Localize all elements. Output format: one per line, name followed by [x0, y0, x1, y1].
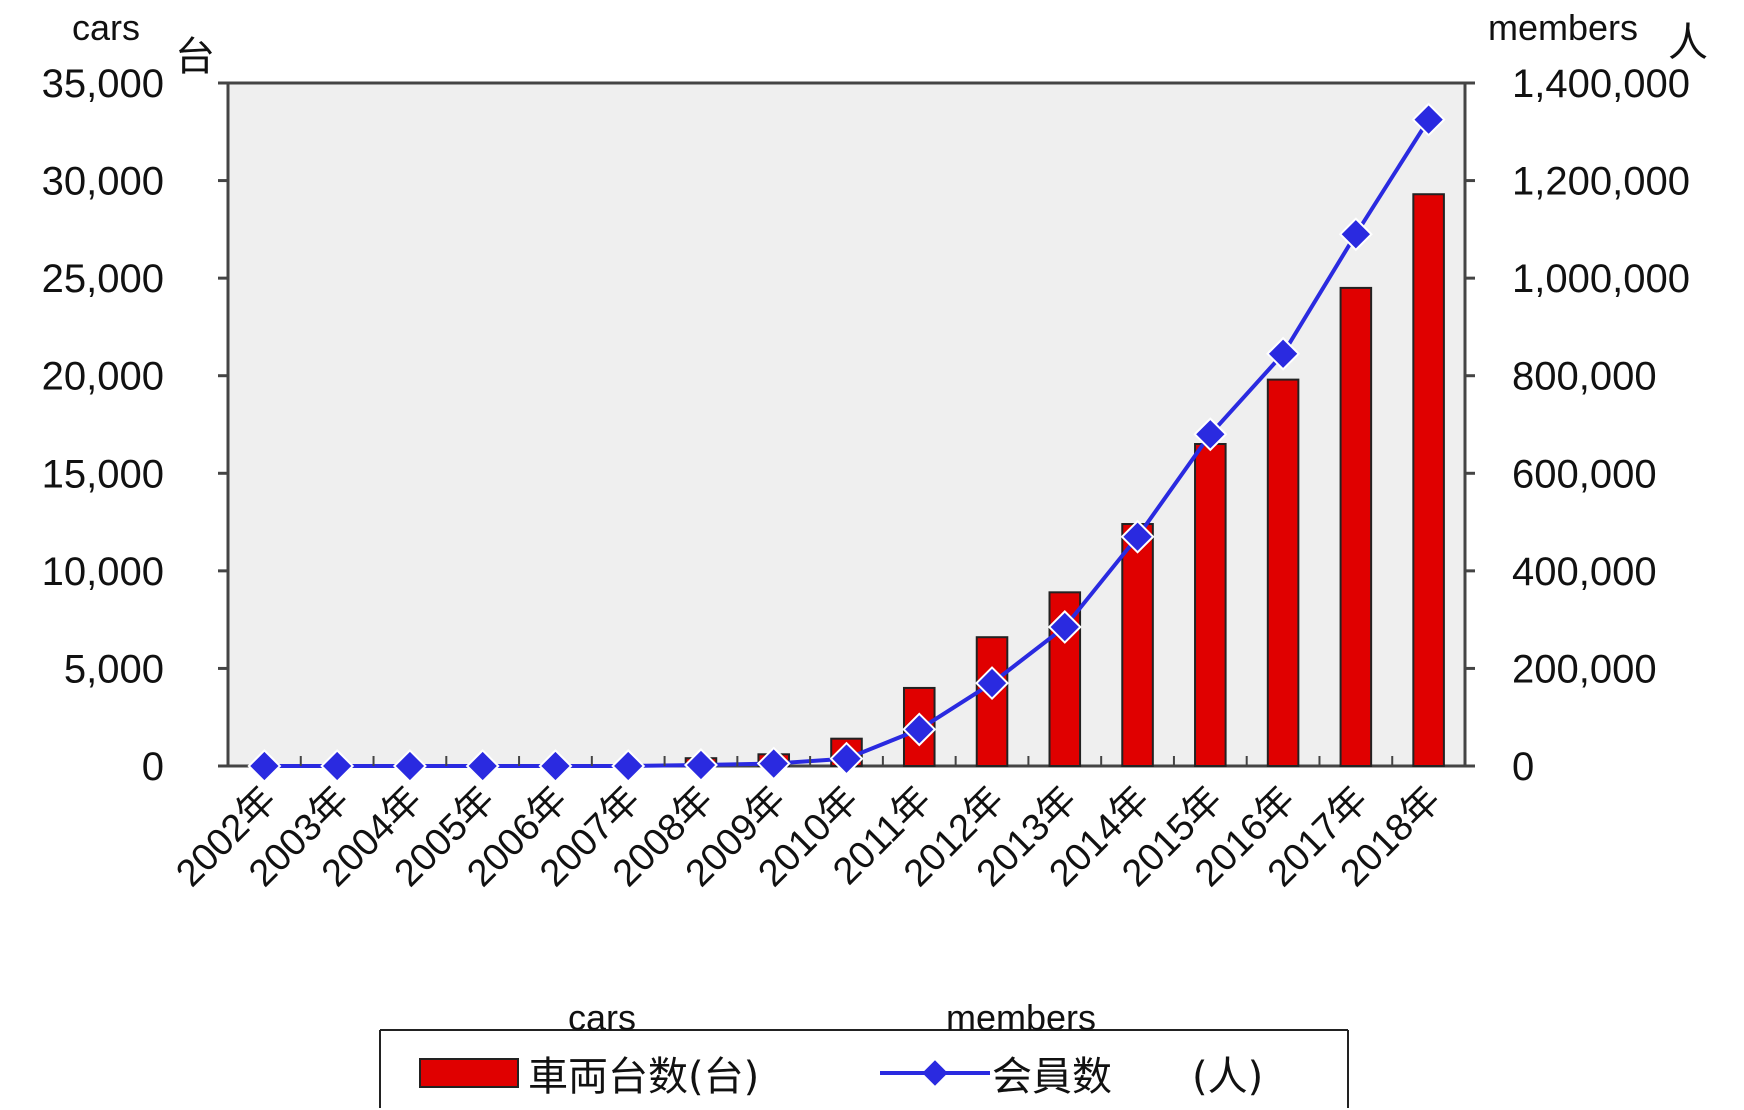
members-point-2014年: [1120, 519, 1155, 554]
right-tick-label: 0: [1512, 745, 1534, 789]
members-point-2013年: [1047, 609, 1082, 644]
left-tick-label: 35,000: [42, 62, 164, 106]
left-tick-label: 10,000: [42, 550, 164, 594]
right-axis-unit: 人: [1668, 20, 1708, 66]
left-axis-annotation: cars: [72, 7, 140, 48]
left-axis-ticks: 0 5,000 10,000 15,000 20,000 25,000 30,000 35,0…: [42, 62, 228, 789]
members-point-2011年: [902, 712, 937, 747]
legend-line-marker: [922, 1060, 948, 1086]
members-point-2010年: [829, 741, 864, 776]
legend-line-annotation: members: [946, 997, 1096, 1038]
left-tick-label: 20,000: [42, 355, 164, 399]
left-tick-label: 5,000: [64, 647, 164, 691]
legend: cars members 車両台数(台) 会員数 (人): [379, 997, 1349, 1108]
members-point-2005年: [465, 749, 500, 783]
legend-bar-annotation: cars: [568, 997, 636, 1038]
bar-2016年: [1266, 378, 1300, 767]
bar-2012年: [975, 636, 1009, 767]
right-tick-label: 1,000,000: [1512, 257, 1690, 301]
right-tick-label: 1,400,000: [1512, 62, 1690, 106]
x-axis-ticks: 2002年2003年2004年2005年2006年2007年2008年2009年…: [168, 756, 1466, 895]
right-tick-label: 200,000: [1512, 647, 1657, 691]
right-tick-label: 800,000: [1512, 355, 1657, 399]
bar-2014年: [1121, 523, 1154, 767]
members-point-2009年: [756, 746, 791, 781]
right-tick-label: 1,200,000: [1512, 160, 1690, 204]
right-tick-label: 600,000: [1512, 452, 1657, 496]
right-axis-ticks: 0 200,000 400,000 600,000 800,000 1,000,000 1,…: [1465, 62, 1690, 789]
legend-bar-swatch: [419, 1058, 519, 1088]
line-series: [247, 102, 1446, 783]
left-tick-label: 15,000: [42, 452, 164, 496]
bar-2015年: [1194, 443, 1227, 767]
members-point-2007年: [611, 749, 646, 783]
members-point-2004年: [392, 749, 427, 783]
bar-series: [611, 193, 1445, 768]
members-point-2002年: [247, 749, 282, 783]
members-point-2006年: [538, 749, 573, 783]
members-point-2008年: [684, 748, 718, 782]
bar-2017年: [1339, 286, 1373, 767]
members-point-2012年: [975, 666, 1009, 701]
legend-bar-label: 車両台数(台): [528, 1054, 759, 1100]
members-point-2017年: [1338, 217, 1373, 252]
members-point-2003年: [320, 749, 355, 783]
left-axis-unit: 台: [175, 34, 215, 80]
members-point-2015年: [1193, 417, 1228, 452]
left-tick-label: 25,000: [42, 257, 164, 301]
right-axis-annotation: members: [1488, 7, 1638, 48]
right-tick-label: 400,000: [1512, 550, 1657, 594]
members-point-2016年: [1266, 336, 1301, 371]
left-tick-label: 0: [142, 745, 164, 789]
left-tick-label: 30,000: [42, 160, 164, 204]
legend-line-label: 会員数 (人): [992, 1054, 1263, 1100]
bar-2018年: [1412, 193, 1445, 767]
members-point-2018年: [1411, 102, 1446, 137]
plot-area: [226, 81, 1467, 768]
